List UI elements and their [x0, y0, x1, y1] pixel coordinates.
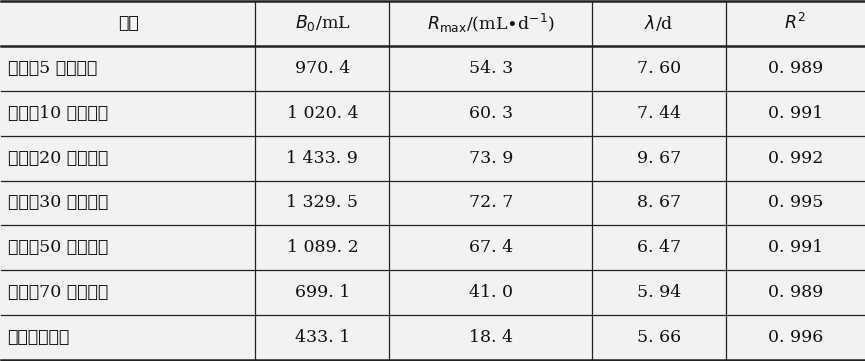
Text: 0. 992: 0. 992	[767, 149, 823, 166]
Text: 7. 60: 7. 60	[638, 60, 682, 77]
Text: 970. 4: 970. 4	[295, 60, 350, 77]
Text: 0. 995: 0. 995	[767, 195, 823, 212]
Text: 1 020. 4: 1 020. 4	[286, 105, 358, 122]
Text: 污泥＋50 天渗滤液: 污泥＋50 天渗滤液	[8, 239, 108, 256]
Text: $\lambda$/d: $\lambda$/d	[644, 13, 674, 33]
Text: $R^2$: $R^2$	[785, 13, 806, 33]
Text: 5. 66: 5. 66	[638, 329, 682, 346]
Text: 1 089. 2: 1 089. 2	[286, 239, 358, 256]
Text: 0. 989: 0. 989	[767, 284, 823, 301]
Text: 污泥＋30 天渗滤液: 污泥＋30 天渗滤液	[8, 195, 108, 212]
Text: $B_0$/mL: $B_0$/mL	[295, 13, 350, 33]
Text: 7. 44: 7. 44	[638, 105, 682, 122]
Text: 污泥＋20 天渗滤液: 污泥＋20 天渗滤液	[8, 149, 108, 166]
Text: 污泥＋5 天渗滤液: 污泥＋5 天渗滤液	[8, 60, 97, 77]
Text: 5. 94: 5. 94	[638, 284, 682, 301]
Text: 73. 9: 73. 9	[469, 149, 513, 166]
Text: 41. 0: 41. 0	[469, 284, 513, 301]
Text: 8. 67: 8. 67	[638, 195, 682, 212]
Text: 18. 4: 18. 4	[469, 329, 513, 346]
Text: 1 329. 5: 1 329. 5	[286, 195, 358, 212]
Text: 699. 1: 699. 1	[295, 284, 350, 301]
Text: 0. 989: 0. 989	[767, 60, 823, 77]
Text: $R_{\rm max}$/(mL$\bullet$d$^{-1}$): $R_{\rm max}$/(mL$\bullet$d$^{-1}$)	[427, 12, 554, 35]
Text: 60. 3: 60. 3	[469, 105, 513, 122]
Text: 0. 996: 0. 996	[767, 329, 823, 346]
Text: 433. 1: 433. 1	[295, 329, 350, 346]
Text: 组别: 组别	[118, 15, 138, 32]
Text: 污泥单独消化: 污泥单独消化	[8, 329, 70, 346]
Text: 67. 4: 67. 4	[469, 239, 513, 256]
Text: 污泥＋10 天渗滤液: 污泥＋10 天渗滤液	[8, 105, 108, 122]
Text: 6. 47: 6. 47	[638, 239, 682, 256]
Text: 1 433. 9: 1 433. 9	[286, 149, 358, 166]
Text: 0. 991: 0. 991	[767, 239, 823, 256]
Text: 72. 7: 72. 7	[469, 195, 513, 212]
Text: 污泥＋70 天渗滤液: 污泥＋70 天渗滤液	[8, 284, 108, 301]
Text: 54. 3: 54. 3	[469, 60, 513, 77]
Text: 9. 67: 9. 67	[638, 149, 682, 166]
Text: 0. 991: 0. 991	[767, 105, 823, 122]
